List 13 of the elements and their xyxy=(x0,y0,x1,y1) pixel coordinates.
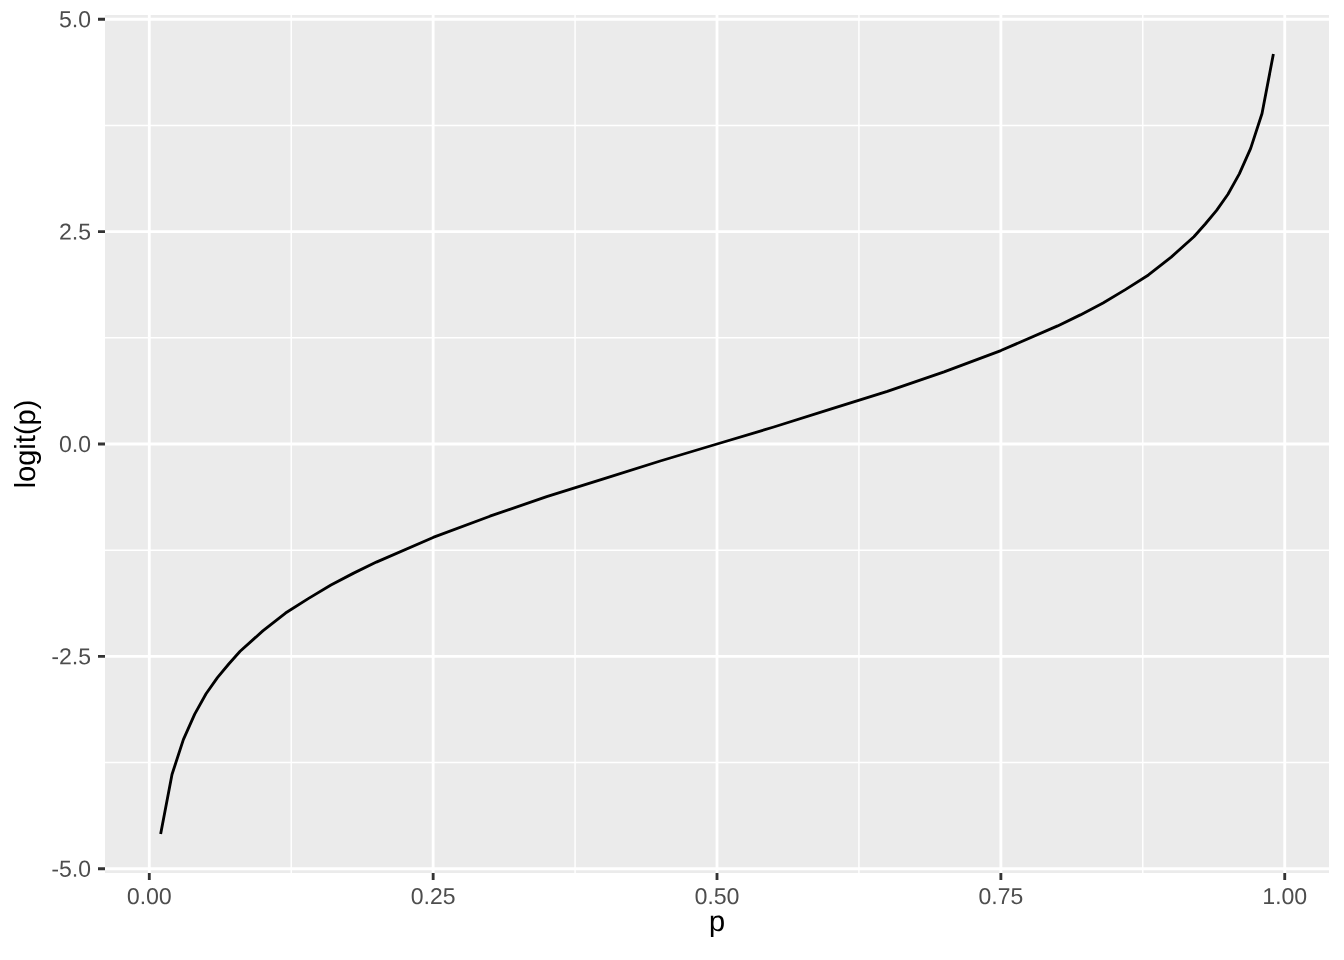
y-tick-label: -5.0 xyxy=(52,860,91,877)
line-series xyxy=(159,52,1275,836)
x-tick-label: 1.00 xyxy=(1264,888,1307,905)
x-tick-label: 0.50 xyxy=(695,888,739,905)
y-tick-label: 2.5 xyxy=(60,223,91,240)
x-tick-label: 0.75 xyxy=(979,888,1023,905)
y-tick-label: -2.5 xyxy=(52,648,91,665)
y-tick-label: 0.0 xyxy=(59,435,91,453)
x-tick-label: 0.25 xyxy=(411,888,455,905)
x-tick-label: 0.00 xyxy=(127,888,171,905)
y-axis-title: logit(p) xyxy=(13,401,42,487)
x-axis-title: p xyxy=(710,915,724,938)
y-tick-label: 5.0 xyxy=(59,11,91,28)
